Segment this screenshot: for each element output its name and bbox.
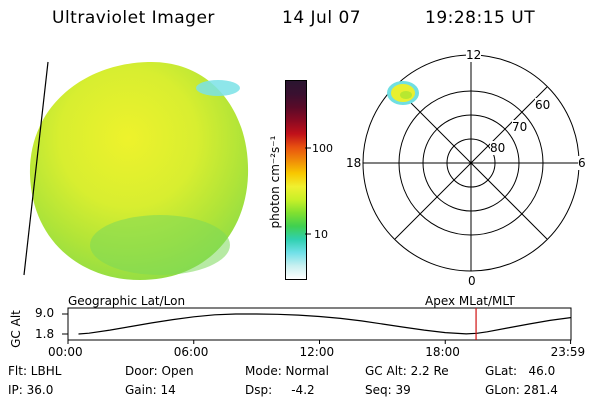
mlt-label-12: 12 (466, 48, 482, 62)
mlt-label-18: 18 (346, 156, 362, 170)
x-tick-label: 12:00 (299, 345, 335, 359)
apex-title: Apex MLat/MLT (425, 294, 515, 308)
terminator-line (23, 61, 49, 276)
polar-mlt-plot (362, 54, 580, 272)
x-tick-label: 23:59 (550, 345, 586, 359)
uv-earth-image (23, 61, 249, 280)
colorbar-unit-label: photon cm⁻²s⁻¹ (268, 135, 282, 229)
meridian-diag-2 (394, 86, 548, 240)
altitude-curve (78, 313, 571, 335)
glat-status: GLat: 46.0 (485, 364, 556, 378)
gc-alt-status: GC Alt: 2.2 Re (365, 364, 449, 378)
gain-status: Gain: 14 (125, 383, 176, 397)
mlt-label-6: 6 (578, 156, 586, 170)
x-tick-label: 00:00 (48, 345, 83, 359)
colorbar-ticks (305, 147, 311, 235)
colorbar-tick-10: 10 (314, 228, 328, 241)
glon-status: GLon: 281.4 (485, 383, 558, 397)
y-tick-9: 9.0 (35, 306, 55, 320)
geographic-title: Geographic Lat/Lon (68, 294, 186, 308)
colorbar-tick-100: 100 (312, 142, 333, 155)
colorbar (285, 80, 307, 280)
lat-label-70: 70 (512, 120, 528, 134)
auroral-patch (387, 81, 419, 105)
lat-label-80: 80 (490, 141, 506, 155)
door-status: Door: Open (125, 364, 194, 378)
cyan-limb-patch (196, 80, 240, 96)
orbit-altitude-plot (62, 307, 572, 344)
seq-status: Seq: 39 (365, 383, 411, 397)
observation-date: 14 Jul 07 (282, 8, 362, 28)
instrument-title: Ultraviolet Imager (52, 8, 215, 28)
x-tick-label: 18:00 (425, 345, 460, 359)
green-emission-region (90, 215, 230, 275)
ip-status: IP: 36.0 (8, 383, 54, 397)
mlt-label-0: 0 (468, 274, 476, 288)
filter-status: Flt: LBHL (8, 364, 62, 378)
dsp-status: Dsp: -4.2 (245, 383, 315, 397)
x-tick-label: 06:00 (173, 345, 209, 359)
lat-label-60: 60 (535, 98, 551, 112)
observation-time: 19:28:15 UT (425, 8, 536, 28)
mode-status: Mode: Normal (245, 364, 329, 378)
y-tick-1-8: 1.8 (35, 327, 55, 341)
